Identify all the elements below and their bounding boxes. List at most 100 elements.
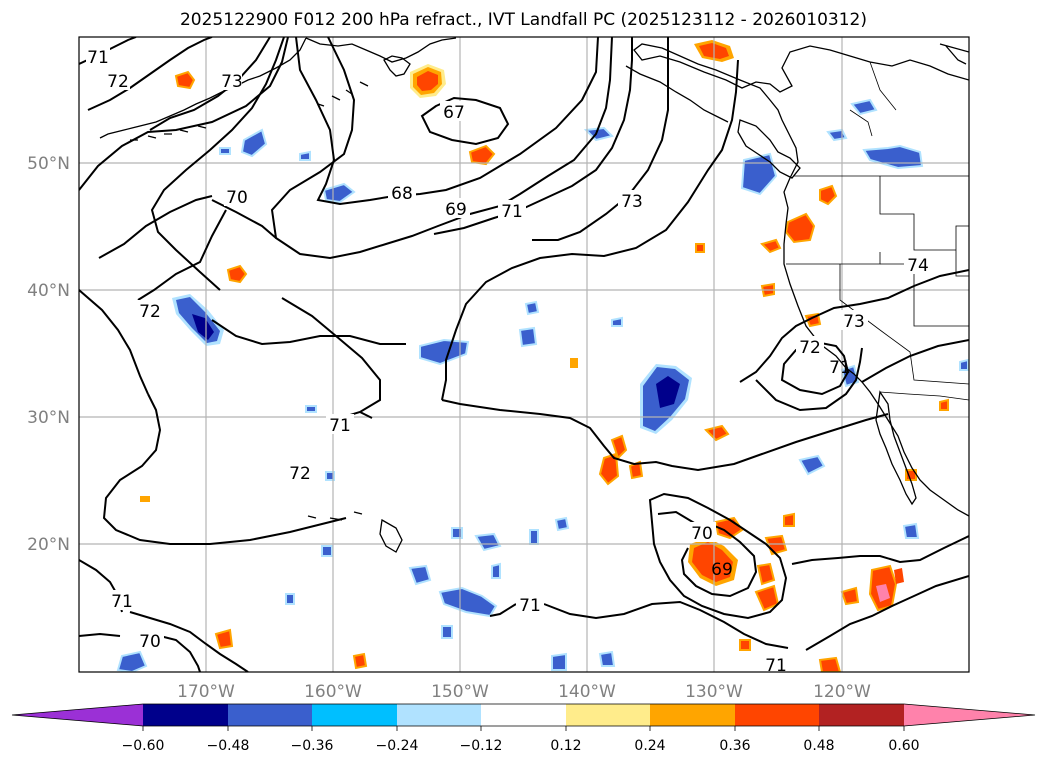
- negative-patch: [598, 650, 616, 667]
- contour-label: 72: [139, 302, 161, 322]
- lat-label: 20°N: [27, 535, 70, 555]
- positive-patch: [818, 656, 842, 672]
- colorbar-tick-label: 0.24: [634, 738, 665, 754]
- positive-patch: [783, 512, 795, 527]
- colorbar: −0.60 −0.48 −0.36 −0.24 −0.12 0.12 0.24 …: [11, 703, 1036, 754]
- contour-line: [739, 269, 969, 383]
- contour-label: 73: [221, 72, 243, 92]
- colorbar-swatch: [481, 704, 566, 726]
- contour-line: [79, 37, 289, 191]
- negative-patch: [611, 316, 623, 327]
- contour-line: [532, 37, 669, 241]
- colorbar-swatch: [397, 704, 481, 726]
- contour-label: 68: [391, 184, 413, 204]
- contour-labels: 71 72 73 67 70 68 69 71 73 72 71 72 71 7…: [86, 46, 932, 676]
- colorbar-tick-label: −0.60: [122, 738, 165, 754]
- contour-line: [489, 600, 789, 649]
- contour-label: 71: [519, 596, 541, 616]
- lon-label: 170°W: [177, 682, 235, 702]
- lon-label: 140°W: [558, 682, 616, 702]
- negative-patch: [325, 471, 335, 481]
- contour-line: [420, 96, 510, 146]
- contour-line: [805, 575, 969, 651]
- lon-label: 120°W: [813, 682, 871, 702]
- colorbar-tick-label: −0.36: [291, 738, 334, 754]
- contour-line: [648, 492, 788, 620]
- contour-label: 73: [843, 312, 865, 332]
- negative-patch: [305, 405, 317, 413]
- contour-line: [79, 289, 149, 395]
- negative-patch: [299, 150, 311, 161]
- hawaiian-islands: [307, 511, 403, 553]
- lon-label: 130°W: [685, 682, 743, 702]
- negative-patch: [554, 516, 570, 532]
- contour-line: [791, 535, 969, 565]
- positive-patch: [140, 496, 150, 502]
- baja-california: [875, 390, 917, 506]
- negative-patch: [285, 593, 295, 605]
- contour-label: 69: [711, 560, 733, 580]
- negative-patch: [551, 652, 567, 671]
- contour-line: [159, 635, 201, 672]
- negative-patch: [172, 294, 224, 346]
- colorbar-swatch: [312, 704, 397, 726]
- contour-line: [441, 59, 739, 401]
- contour-line: [755, 347, 863, 412]
- map-frame: [78, 36, 970, 673]
- contour-label: 69: [445, 200, 467, 220]
- political-borders: [786, 61, 969, 401]
- positive-patch: [894, 568, 904, 584]
- colorbar-tick-label: −0.24: [376, 738, 419, 754]
- negative-patch: [441, 625, 453, 639]
- colorbar-extend-max: [904, 704, 1035, 726]
- colorbar-tick-label: 0.60: [888, 738, 919, 754]
- positive-patch: [688, 516, 744, 586]
- positive-patch: [570, 358, 578, 368]
- positive-patch: [784, 212, 816, 244]
- positive-patch: [819, 184, 838, 206]
- positive-patch: [756, 562, 776, 586]
- lon-label: 160°W: [304, 682, 362, 702]
- contour-label: 72: [289, 464, 311, 484]
- negative-patch: [583, 126, 614, 142]
- positive-patch: [840, 586, 860, 606]
- negative-patch: [491, 562, 501, 579]
- colorbar-swatch: [735, 704, 819, 726]
- contour-line: [780, 340, 850, 396]
- colorbar-tick-label: −0.12: [460, 738, 503, 754]
- contour-label: 72: [799, 338, 821, 358]
- alaska-panhandle-islands: [625, 65, 729, 123]
- us-mexico-border: [879, 391, 969, 401]
- negative-patch: [474, 532, 502, 552]
- positive-patch: [226, 264, 248, 284]
- contour-label: 71: [329, 416, 351, 436]
- colorbar-tick-label: −0.48: [207, 738, 250, 754]
- contour-label: 70: [691, 524, 713, 544]
- contour-line: [295, 37, 599, 206]
- vancouver-island: [737, 119, 801, 179]
- colorbar-ticks: [142, 726, 905, 731]
- contour-label: 71: [87, 48, 109, 68]
- colorbar-swatch: [650, 704, 735, 726]
- positive-patch: [410, 64, 446, 98]
- province-border: [849, 61, 897, 137]
- negative-patch: [798, 454, 826, 476]
- gulf-of-alaska-coast: [305, 37, 457, 63]
- contour-line: [102, 393, 889, 545]
- north-america-coastline: [633, 43, 969, 517]
- contour-line: [270, 37, 613, 260]
- colorbar-swatch: [566, 704, 650, 726]
- contour-label: 71: [111, 592, 133, 612]
- negative-patch: [419, 338, 470, 366]
- contour-label: 72: [107, 72, 129, 92]
- positive-patch: [214, 628, 234, 650]
- positive-patch: [352, 652, 368, 670]
- kodiak-island: [383, 55, 411, 77]
- colorbar-swatch: [228, 704, 312, 726]
- contour-label: 70: [226, 188, 248, 208]
- coastlines: [99, 37, 969, 553]
- latitude-axis-labels: 50°N 40°N 30°N 20°N: [27, 154, 70, 555]
- colorbar-tick-label: 0.36: [719, 738, 750, 754]
- positive-patch: [764, 534, 788, 556]
- contour-line: [137, 209, 227, 301]
